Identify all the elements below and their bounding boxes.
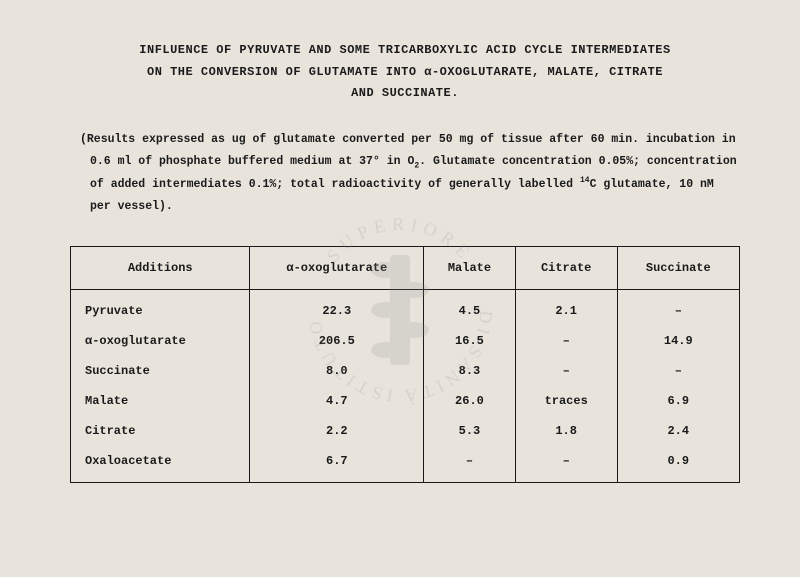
table-row: Malate 4.7 26.0 traces 6.9	[71, 386, 740, 416]
cell-value: 8.3	[424, 356, 516, 386]
methods-description: (Results expressed as ug of glutamate co…	[70, 129, 740, 218]
cell-value: 1.8	[515, 416, 617, 446]
title-line-1: INFLUENCE OF PYRUVATE AND SOME TRICARBOX…	[70, 40, 740, 62]
cell-value: 8.0	[250, 356, 424, 386]
cell-value: 16.5	[424, 326, 516, 356]
col-oxoglutarate: α-oxoglutarate	[250, 246, 424, 289]
table-row: Pyruvate 22.3 4.5 2.1 –	[71, 289, 740, 326]
cell-value: 14.9	[617, 326, 739, 356]
title-line-3: AND SUCCINATE.	[70, 83, 740, 105]
col-citrate: Citrate	[515, 246, 617, 289]
col-additions: Additions	[71, 246, 250, 289]
table-row: Succinate 8.0 8.3 – –	[71, 356, 740, 386]
cell-value: 2.4	[617, 416, 739, 446]
cell-value: –	[515, 326, 617, 356]
cell-value: 6.7	[250, 446, 424, 483]
cell-addition: Malate	[71, 386, 250, 416]
cell-addition: α-oxoglutarate	[71, 326, 250, 356]
cell-value: 4.7	[250, 386, 424, 416]
table-row: Citrate 2.2 5.3 1.8 2.4	[71, 416, 740, 446]
cell-value: –	[515, 356, 617, 386]
cell-value: 22.3	[250, 289, 424, 326]
document-page: INFLUENCE OF PYRUVATE AND SOME TRICARBOX…	[0, 0, 800, 513]
cell-value: 26.0	[424, 386, 516, 416]
cell-value: –	[515, 446, 617, 483]
cell-value: 206.5	[250, 326, 424, 356]
col-malate: Malate	[424, 246, 516, 289]
cell-addition: Pyruvate	[71, 289, 250, 326]
cell-value: 2.2	[250, 416, 424, 446]
cell-value: –	[424, 446, 516, 483]
cell-value: 5.3	[424, 416, 516, 446]
cell-addition: Citrate	[71, 416, 250, 446]
cell-addition: Oxaloacetate	[71, 446, 250, 483]
cell-value: –	[617, 356, 739, 386]
cell-value: 6.9	[617, 386, 739, 416]
desc-superscript: 14	[580, 176, 590, 185]
results-table: Additions α-oxoglutarate Malate Citrate …	[70, 246, 740, 483]
cell-value: 0.9	[617, 446, 739, 483]
cell-addition: Succinate	[71, 356, 250, 386]
table-row: α-oxoglutarate 206.5 16.5 – 14.9	[71, 326, 740, 356]
cell-value: traces	[515, 386, 617, 416]
document-title: INFLUENCE OF PYRUVATE AND SOME TRICARBOX…	[70, 40, 740, 105]
table-header-row: Additions α-oxoglutarate Malate Citrate …	[71, 246, 740, 289]
col-succinate: Succinate	[617, 246, 739, 289]
table-row: Oxaloacetate 6.7 – – 0.9	[71, 446, 740, 483]
cell-value: 2.1	[515, 289, 617, 326]
cell-value: –	[617, 289, 739, 326]
title-line-2: ON THE CONVERSION OF GLUTAMATE INTO α-OX…	[70, 62, 740, 84]
cell-value: 4.5	[424, 289, 516, 326]
